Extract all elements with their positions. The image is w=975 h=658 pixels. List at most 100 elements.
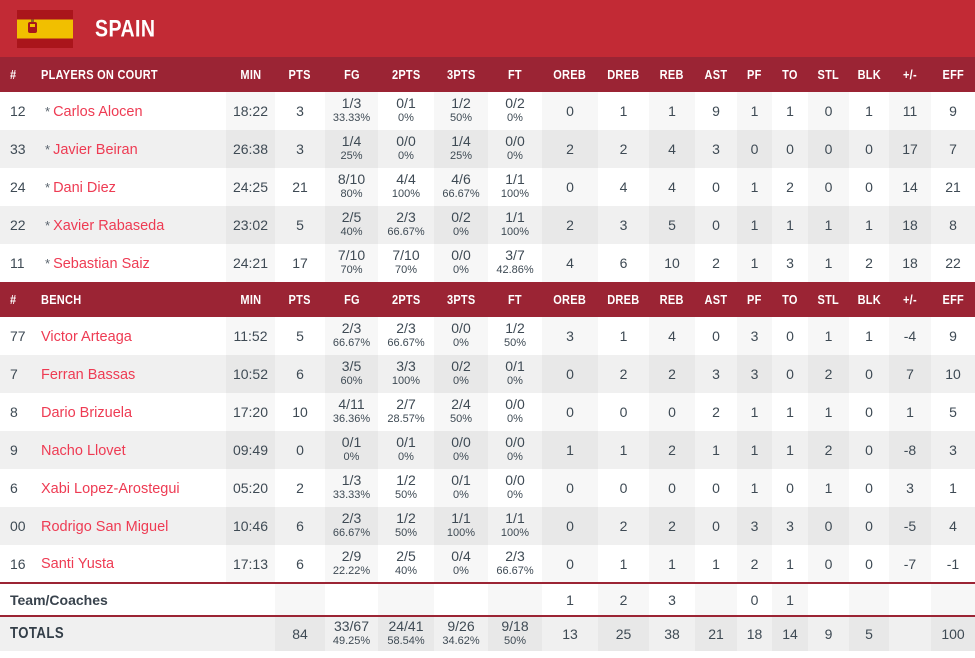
player-name-cell: * Javier Beiran	[40, 130, 226, 168]
player-name-link[interactable]: Dario Brizuela	[41, 404, 133, 421]
min-cell: 09:49	[226, 431, 275, 469]
bench-header: # BENCH MIN PTS FG 2PTS 3PTS FT OREB DRE…	[0, 282, 975, 317]
jersey-number-cell: 6	[10, 480, 18, 496]
dreb-cell: 3	[619, 217, 628, 233]
plusminus-cell: -4	[889, 317, 931, 355]
player-name-cell: * Sebastian Saiz	[40, 244, 226, 282]
table-row: 6 Xabi Lopez-Arostegui 05:20 2 1/3 33.33%…	[0, 469, 975, 507]
team-coaches-label: Team/Coaches	[0, 582, 226, 616]
player-name-link[interactable]: Xabi Lopez-Arostegui	[41, 480, 180, 497]
dreb-cell: 2	[598, 582, 649, 616]
column-header-ft: FT	[488, 57, 542, 92]
column-header-oreb: OREB	[542, 282, 598, 317]
dreb-cell: 6	[619, 255, 628, 271]
stl-cell: 1	[808, 317, 849, 355]
2pts-cell: 1/2 50%	[378, 507, 434, 545]
player-name-link[interactable]: Ferran Bassas	[41, 366, 136, 383]
plusminus-cell: 1	[889, 393, 931, 431]
2pts-cell: 0/0 0%	[378, 130, 434, 168]
oreb-cell: 4	[542, 244, 598, 282]
3pts-made-attempts: 0/2	[451, 358, 471, 374]
jersey-number-cell: 9	[10, 442, 18, 458]
oreb-cell: 1	[542, 431, 598, 469]
player-name-link[interactable]: Javier Beiran	[53, 141, 138, 158]
ast-cell: 2	[712, 255, 720, 271]
player-name-link[interactable]: Santi Yusta	[41, 556, 115, 572]
column-header-bench: BENCH	[40, 282, 226, 317]
spain-flag-icon	[17, 9, 73, 48]
reb-cell: 1	[649, 545, 695, 583]
table-row: 77 Victor Arteaga 11:52 5 2/3 66.67% 2/3 6…	[0, 317, 975, 355]
pts-cell: 6	[296, 518, 304, 534]
player-name-link[interactable]: Carlos Alocen	[53, 103, 143, 120]
ft-made-attempts: 2/3	[505, 547, 525, 564]
2pts-made-attempts: 0/1	[396, 434, 416, 450]
min-cell: 18:22	[226, 92, 275, 130]
fg-made-attempts: 4/11	[338, 396, 365, 412]
ft-percent: 0%	[507, 451, 523, 463]
2pts-made-attempts: 2/3	[396, 209, 416, 225]
2pts-made-attempts: 1/2	[396, 510, 416, 526]
player-name-link[interactable]: Dani Diez	[53, 179, 116, 196]
player-name-cell: * Xavier Rabaseda	[40, 206, 226, 244]
eff-cell: 1	[949, 480, 957, 496]
min-cell: 24:21	[226, 244, 275, 282]
pts-cell: 0	[296, 442, 304, 458]
fg-made-attempts: 3/5	[341, 358, 362, 374]
column-header-dreb: DREB	[598, 282, 649, 317]
table-row: 9 Nacho Llovet 09:49 0 0/1 0% 0/1 0% 0/0 0%…	[0, 431, 975, 469]
jersey-number-cell: 22	[10, 217, 26, 233]
pts-cell: 17	[292, 255, 308, 271]
eff-cell: 21	[945, 179, 961, 195]
reb-cell: 4	[649, 130, 695, 168]
2pts-percent: 66.67%	[387, 337, 425, 349]
min-cell	[226, 582, 275, 616]
fg-percent: 25%	[340, 150, 363, 162]
ast-cell: 0	[712, 217, 720, 233]
jersey-number-cell: 7	[10, 366, 18, 382]
fg-made-attempts: 1/4	[341, 133, 362, 149]
reb-cell: 2	[649, 431, 695, 469]
fg-made-attempts: 2/3	[341, 320, 362, 336]
min-cell: 23:02	[226, 206, 275, 244]
column-header-players-on-court: PLAYERS ON COURT	[40, 57, 226, 92]
plusminus-cell: -7	[889, 545, 931, 583]
plusminus-cell: 17	[889, 130, 931, 168]
ft-made-attempts: 0/0	[505, 472, 525, 488]
player-name-link[interactable]: Xavier Rabaseda	[53, 217, 165, 234]
eff-cell	[931, 582, 975, 616]
2pts-percent: 28.57%	[387, 413, 425, 425]
starter-asterisk: *	[45, 255, 51, 271]
jersey-number-cell: 24	[10, 179, 26, 195]
dreb-cell: 0	[619, 480, 628, 496]
fg-percent: 66.67%	[332, 337, 371, 349]
min-cell	[226, 615, 275, 651]
blk-cell: 0	[865, 555, 873, 572]
eff-cell: 4	[949, 518, 957, 534]
3pts-cell: 0/2 0%	[434, 206, 488, 244]
2pts-percent: 70%	[394, 264, 418, 276]
blk-cell: 1	[865, 328, 873, 344]
oreb-cell: 0	[542, 545, 598, 583]
3pts-made-attempts: 0/0	[451, 247, 471, 263]
plusminus-cell: 7	[889, 355, 931, 393]
3pts-made-attempts: 1/2	[451, 95, 471, 111]
ft-cell: 1/1 100%	[488, 168, 542, 206]
pf-cell: 3	[737, 355, 772, 393]
2pts-made-attempts: 7/10	[392, 247, 420, 263]
2pts-percent: 66.67%	[387, 226, 425, 238]
fg-cell: 2/9 22.22%	[325, 545, 378, 583]
player-name-link[interactable]: Nacho Llovet	[41, 442, 126, 459]
oreb-cell: 0	[542, 92, 598, 130]
3pts-percent: 0%	[453, 489, 469, 501]
player-name-link[interactable]: Sebastian Saiz	[53, 255, 150, 272]
ft-cell: 0/2 0%	[488, 92, 542, 130]
fg-made-attempts: 2/3	[341, 510, 362, 526]
player-name-link[interactable]: Rodrigo San Miguel	[41, 518, 169, 535]
ast-cell: 0	[712, 328, 720, 344]
3pts-cell	[434, 582, 488, 616]
2pts-cell	[378, 582, 434, 616]
pf-cell: 0	[737, 582, 772, 616]
3pts-cell: 0/0 0%	[434, 317, 488, 355]
player-name-link[interactable]: Victor Arteaga	[41, 328, 132, 345]
